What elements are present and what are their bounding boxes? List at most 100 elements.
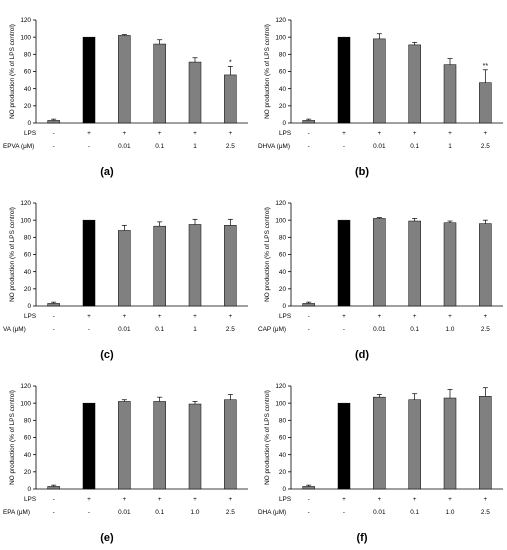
lps-mark: + (158, 130, 162, 137)
panel-b: NO production (% of LPS control) 0 20 40 60 8… (258, 17, 503, 178)
lps-row-label: LPS (279, 313, 291, 320)
bar (188, 61, 202, 124)
bar (337, 36, 351, 124)
y-tick-label: 100 (20, 34, 31, 41)
lps-mark: + (377, 496, 381, 503)
x-tick-label: 0.1 (155, 326, 164, 333)
x-tick-label: 1 (193, 143, 197, 150)
bar (373, 396, 386, 490)
y-tick-label: 40 (279, 452, 287, 459)
lps-row-label: LPS (279, 496, 291, 503)
x-tick-label: - (308, 326, 310, 333)
panel-label: (c) (100, 349, 114, 361)
lps-mark: + (413, 130, 417, 137)
bar (479, 223, 492, 307)
lps-mark: + (448, 130, 452, 137)
lps-mark: - (308, 313, 310, 320)
x-tick-label: 2.5 (226, 509, 235, 516)
bar (479, 396, 492, 490)
y-axis-label: NO production (% of LPS control) (9, 207, 16, 302)
lps-row-label: LPS (24, 496, 36, 503)
lps-mark: + (342, 130, 346, 137)
bar (47, 120, 60, 124)
bar (302, 303, 315, 307)
y-tick-label: 60 (24, 435, 32, 442)
lps-mark: + (122, 130, 126, 137)
lps-mark: + (122, 496, 126, 503)
treatment-row-label: CAP (μM) (258, 326, 286, 333)
y-tick-label: 60 (24, 252, 32, 259)
bar (302, 120, 315, 124)
bar (408, 44, 421, 124)
y-tick-label: 20 (279, 469, 287, 476)
y-tick-label: 20 (24, 103, 32, 110)
x-tick-label: 2.5 (226, 326, 235, 333)
lps-mark: + (158, 313, 162, 320)
y-tick-label: 100 (275, 400, 286, 407)
bar (373, 218, 386, 307)
lps-row-label: LPS (24, 313, 36, 320)
y-tick-label: 80 (24, 52, 32, 59)
y-tick-label: 100 (275, 34, 286, 41)
y-tick-label: 0 (27, 486, 31, 493)
lps-mark: + (193, 313, 197, 320)
y-tick-label: 120 (20, 17, 31, 24)
lps-mark: + (377, 313, 381, 320)
lps-mark: + (483, 130, 487, 137)
lps-mark: + (193, 496, 197, 503)
y-tick-label: 80 (24, 235, 32, 242)
x-tick-label: 0.1 (410, 509, 419, 516)
x-tick-label: 2.5 (226, 143, 235, 150)
lps-mark: - (308, 130, 310, 137)
lps-mark: + (448, 496, 452, 503)
y-tick-label: 100 (275, 217, 286, 224)
y-tick-label: 100 (20, 400, 31, 407)
bar (188, 224, 202, 307)
y-axis-label: NO production (% of LPS control) (264, 390, 271, 485)
bar (82, 219, 96, 307)
x-tick-label: 0.01 (373, 326, 386, 333)
y-tick-label: 120 (275, 17, 286, 24)
bar (224, 399, 237, 490)
bar (302, 486, 315, 490)
panel-label: (b) (355, 166, 369, 178)
x-tick-label: - (53, 143, 55, 150)
x-tick-label: - (343, 143, 345, 150)
bar (47, 486, 60, 490)
lps-mark: + (158, 496, 162, 503)
y-tick-label: 40 (24, 452, 32, 459)
bar (47, 303, 60, 307)
x-tick-label: 1.0 (446, 326, 455, 333)
x-tick-label: - (343, 326, 345, 333)
x-tick-label: 1 (193, 326, 197, 333)
panel-label: (d) (355, 349, 369, 361)
x-tick-label: 1.0 (191, 509, 200, 516)
lps-row-label: LPS (24, 130, 36, 137)
lps-mark: + (342, 313, 346, 320)
y-axis-label: NO production (% of LPS control) (264, 207, 271, 302)
x-tick-label: - (53, 326, 55, 333)
bar (118, 230, 131, 307)
y-tick-label: 20 (279, 286, 287, 293)
lps-mark: + (228, 313, 232, 320)
bar (443, 64, 457, 124)
lps-mark: + (342, 496, 346, 503)
x-tick-label: 0.01 (118, 509, 131, 516)
treatment-row-label: DHA (μM) (258, 509, 286, 516)
y-tick-label: 120 (20, 383, 31, 390)
bar (82, 36, 96, 124)
y-tick-label: 120 (275, 200, 286, 207)
bar (408, 399, 421, 490)
panel-d: NO production (% of LPS control) 0 20 40 60 8… (258, 200, 503, 361)
x-tick-label: 0.1 (155, 143, 164, 150)
lps-mark: + (122, 313, 126, 320)
lps-mark: + (448, 313, 452, 320)
y-tick-label: 0 (282, 486, 286, 493)
x-tick-label: - (343, 509, 345, 516)
x-tick-label: - (88, 509, 90, 516)
treatment-row-label: EPVA (μM) (3, 143, 34, 150)
x-tick-label: 1 (448, 143, 452, 150)
bar (188, 403, 202, 490)
treatment-row-label: EPA (μM) (3, 509, 30, 516)
lps-mark: + (483, 313, 487, 320)
